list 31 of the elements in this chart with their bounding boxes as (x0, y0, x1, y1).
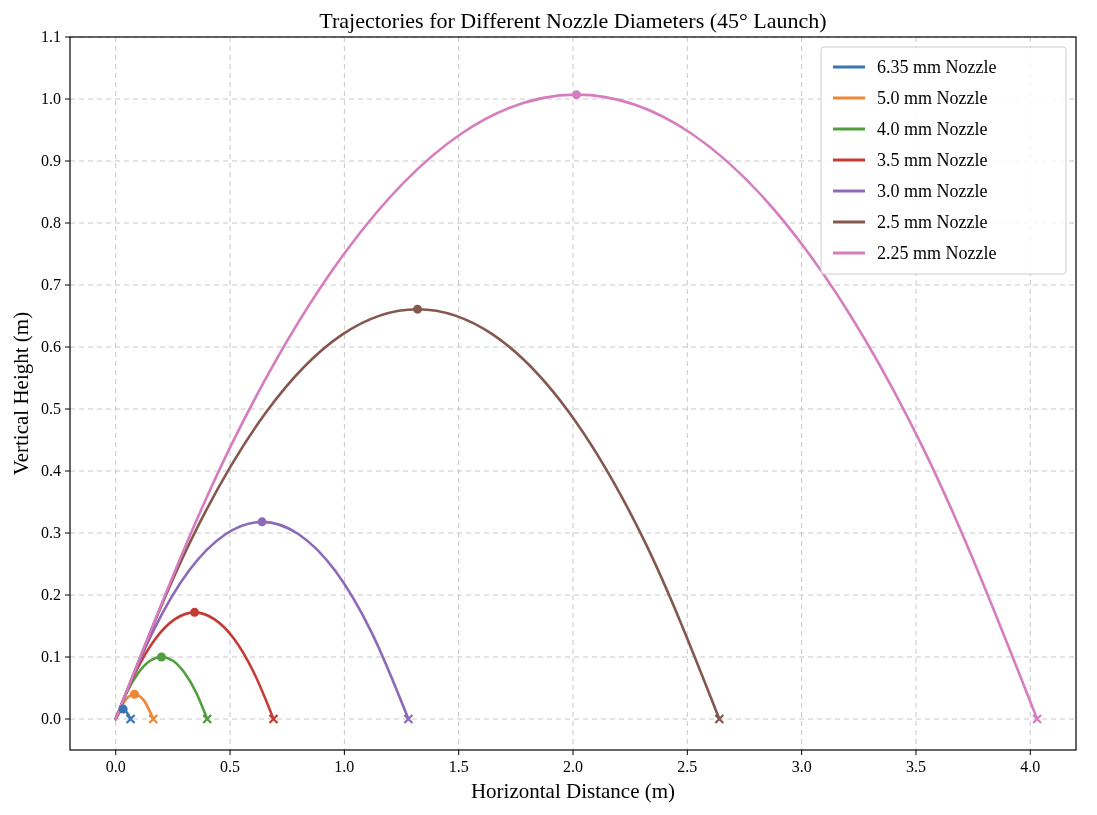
x-tick-label: 0.0 (105, 758, 126, 775)
y-tick-label: 0.3 (41, 524, 61, 541)
y-tick-label: 1.0 (41, 90, 61, 107)
x-tick-label: 0.5 (220, 758, 241, 775)
x-tick-label: 2.0 (563, 758, 583, 775)
x-tick-label: 2.5 (677, 758, 698, 775)
y-tick-label: 0.8 (41, 214, 61, 231)
legend-label: 3.5 mm Nozzle (877, 150, 988, 170)
legend-label: 6.35 mm Nozzle (877, 57, 997, 77)
legend-label: 2.5 mm Nozzle (877, 212, 988, 232)
y-tick-label: 0.6 (41, 338, 61, 355)
legend-label: 2.25 mm Nozzle (877, 243, 997, 263)
x-tick-label: 4.0 (1020, 758, 1041, 775)
legend-label: 3.0 mm Nozzle (877, 181, 988, 201)
x-tick-label: 1.0 (334, 758, 355, 775)
x-tick-label: 3.5 (905, 758, 926, 775)
y-tick-label: 0.4 (41, 462, 61, 479)
y-tick-label: 0.7 (41, 276, 61, 293)
y-tick-label: 0.2 (41, 586, 61, 603)
legend-label: 5.0 mm Nozzle (877, 88, 988, 108)
y-tick-label: 1.1 (41, 28, 61, 45)
chart-title: Trajectories for Different Nozzle Diameters (45° Launch) (319, 8, 827, 33)
x-tick-label: 3.0 (791, 758, 812, 775)
y-tick-label: 0.9 (41, 152, 61, 169)
y-axis-title: Vertical Height (m) (9, 311, 33, 476)
y-tick-label: 0.5 (41, 400, 61, 417)
y-tick-label: 0.1 (41, 648, 61, 665)
x-axis-title: Horizontal Distance (m) (470, 779, 676, 803)
y-tick-label: 0.0 (41, 710, 61, 727)
x-tick-label: 1.5 (448, 758, 469, 775)
legend-label: 4.0 mm Nozzle (877, 119, 988, 139)
